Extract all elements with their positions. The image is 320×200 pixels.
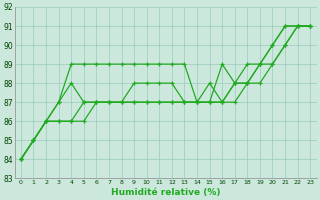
X-axis label: Humidité relative (%): Humidité relative (%) xyxy=(111,188,220,197)
